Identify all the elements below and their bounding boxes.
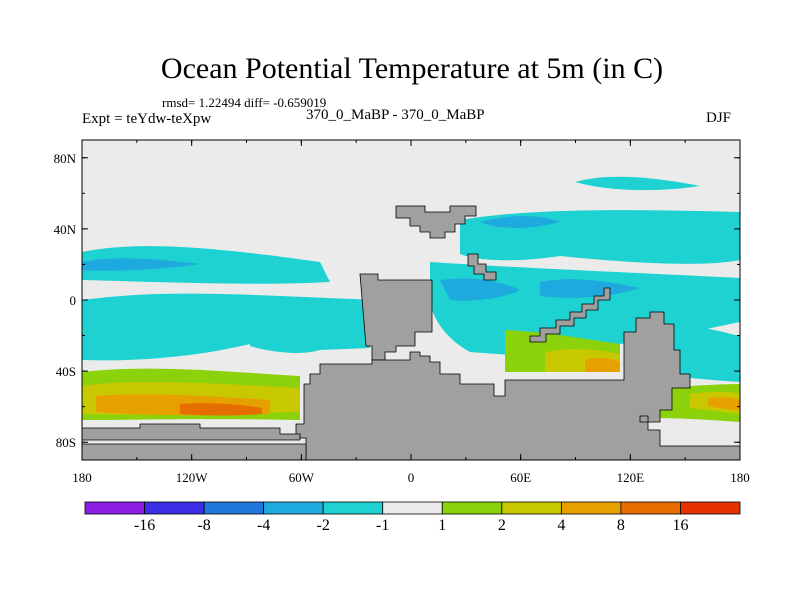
y-axis: 80N 40N 0 40S 80S — [54, 151, 740, 450]
y-tick-label: 40S — [56, 364, 76, 379]
experiment-label: Expt = teYdw-teXpw — [82, 111, 212, 127]
colorbar-swatch — [144, 501, 205, 515]
field-region — [672, 326, 740, 382]
field-region — [250, 323, 370, 353]
land-mass — [295, 311, 740, 460]
colorbar-swatch — [501, 501, 562, 515]
colorbar-swatch — [441, 501, 503, 515]
chart-title: Ocean Potential Temperature at 5m (in C) — [160, 52, 664, 85]
land-mass — [529, 287, 611, 343]
colorbar-level-label: -16 — [133, 517, 156, 534]
colorbar-swatch — [263, 501, 324, 515]
y-tick-label: 80N — [54, 151, 77, 166]
colorbar-swatch — [84, 501, 145, 515]
land-mass — [395, 205, 477, 239]
colorbar-swatch — [620, 501, 681, 515]
land-mass — [82, 423, 301, 441]
colorbar-level-label: 4 — [557, 517, 566, 534]
colorbar-level-label: -1 — [376, 517, 390, 534]
field-region — [585, 357, 620, 372]
x-tick-label: 60W — [289, 470, 315, 485]
x-tick-label: 180 — [72, 470, 92, 485]
colorbar-level-label: 2 — [497, 517, 506, 534]
field-region — [575, 176, 700, 191]
colorbar-swatch — [322, 501, 384, 515]
season-label: DJF — [706, 110, 732, 126]
field-region — [180, 403, 262, 416]
x-tick-label: 120E — [617, 470, 645, 485]
colorbar-level-label: -8 — [197, 517, 211, 534]
case-label: 370_0_MaBP - 370_0_MaBP — [306, 107, 485, 123]
colorbar-level-label: -4 — [256, 517, 271, 534]
colorbar-swatch — [680, 501, 741, 515]
x-axis: 180 120W 60W 0 60E 120E 180 — [72, 140, 750, 485]
colorbar-level-label: 16 — [672, 517, 689, 534]
y-tick-label: 0 — [70, 293, 77, 308]
field-region — [540, 279, 640, 298]
land-mass — [359, 273, 433, 361]
y-tick-label: 80S — [56, 435, 76, 450]
field-region — [708, 397, 740, 410]
field-region — [82, 258, 200, 271]
colorbar — [84, 501, 741, 515]
colorbar-level-label: -2 — [316, 517, 330, 534]
field-region — [480, 216, 560, 228]
x-tick-label: 180 — [730, 470, 750, 485]
land-mass — [82, 443, 307, 460]
x-tick-label: 60E — [510, 470, 531, 485]
y-tick-label: 40N — [54, 222, 77, 237]
x-tick-label: 0 — [408, 470, 415, 485]
colorbar-swatch — [203, 501, 265, 515]
stats-label: rmsd= 1.22494 diff= -0.659019 — [162, 95, 327, 110]
x-tick-label: 120W — [176, 470, 209, 485]
colorbar-level-label: 8 — [616, 517, 625, 534]
field-region — [82, 293, 380, 361]
field-region — [82, 246, 330, 284]
field-layer — [82, 176, 740, 460]
field-region — [440, 278, 520, 301]
colorbar-swatch — [382, 501, 443, 515]
colorbar-swatch — [560, 501, 622, 515]
colorbar-level-label: 1 — [438, 517, 447, 534]
land-mass — [467, 253, 497, 281]
